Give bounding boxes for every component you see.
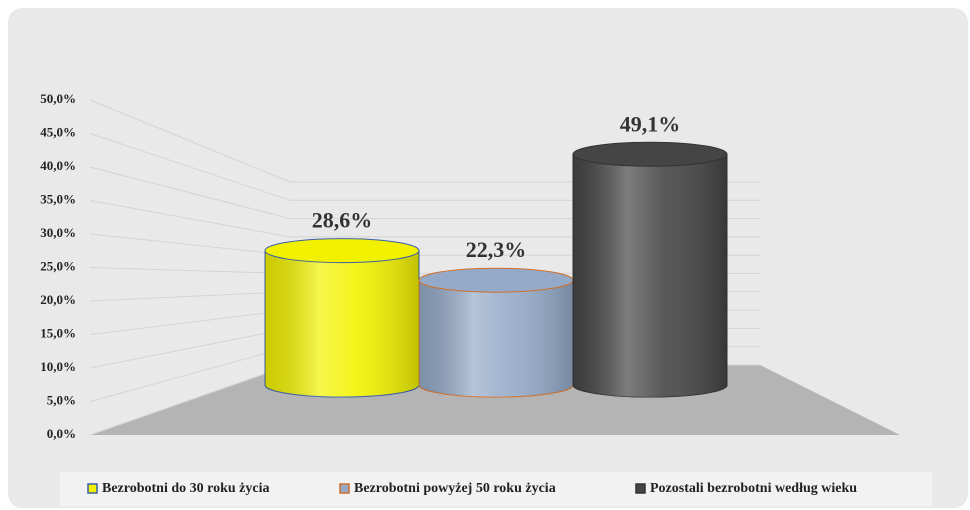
y-tick-label: 5,0% [47,392,76,407]
legend-marker [87,483,98,494]
y-tick-label: 35,0% [40,191,76,206]
cylinder-shine [419,280,573,397]
cylinder-top [418,267,574,293]
value-label: 49,1% [620,111,681,136]
y-tick-label: 20,0% [40,292,76,307]
y-tick-label: 50,0% [40,91,76,106]
value-label: 28,6% [312,208,373,233]
legend-label: Bezrobotni do 30 roku życia [102,481,270,496]
legend-label: Bezrobotni powyżej 50 roku życia [354,481,556,496]
y-tick-label: 30,0% [40,225,76,240]
legend-box [60,472,932,506]
y-tick-label: 25,0% [40,258,76,273]
y-tick-label: 15,0% [40,325,76,340]
y-tick-label: 40,0% [40,158,76,173]
value-label: 22,3% [466,237,527,262]
cylinder-top [264,238,420,264]
legend-marker [635,483,646,494]
y-tick-label: 45,0% [40,124,76,139]
y-tick-label: 10,0% [40,359,76,374]
y-tick-label: 0,0% [47,426,76,441]
cylinder-top [572,141,728,167]
cylinder-shine [573,154,727,397]
cylinder-shine [265,250,419,397]
legend-marker [339,483,350,494]
legend-label: Pozostali bezrobotni według wieku [650,481,857,496]
